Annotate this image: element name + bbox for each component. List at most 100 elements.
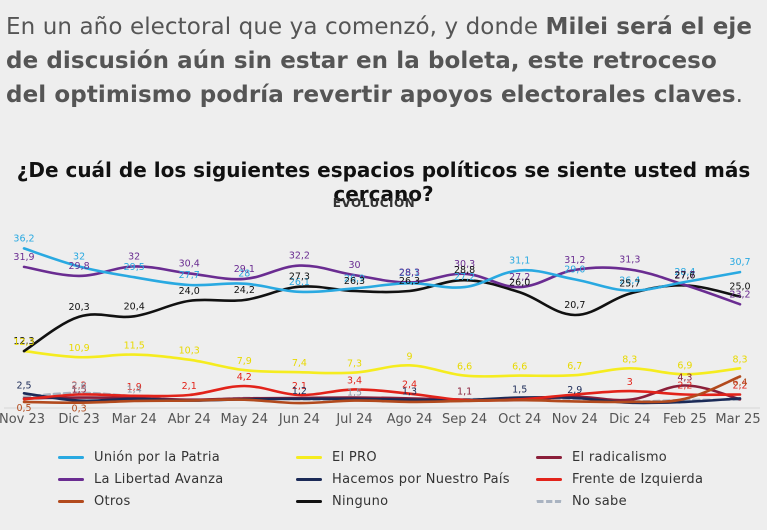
data-label: 2,9 — [567, 385, 582, 396]
x-tick-label: Abr 24 — [168, 412, 211, 427]
data-label: 0,3 — [72, 404, 87, 415]
intro-text-2: . — [735, 82, 744, 108]
x-tick-label: Mar 24 — [112, 412, 157, 427]
series-line-uni-n-por-la-patria — [22, 247, 742, 294]
legend-swatch — [58, 478, 84, 481]
data-label: 20,4 — [124, 301, 145, 312]
data-label: 30,4 — [179, 258, 200, 269]
data-label: 2,6 — [72, 381, 87, 392]
data-label: 12,3 — [13, 336, 34, 347]
data-label: 2,4 — [402, 380, 417, 391]
x-tick-label: Dic 24 — [609, 412, 650, 427]
data-label: 4,2 — [237, 372, 252, 383]
data-label: 31,2 — [564, 255, 585, 266]
data-label: 29,1 — [234, 264, 255, 275]
x-tick-label: Mar 25 — [715, 412, 760, 427]
legend-item-hacemos-por-nuestro-pa-s: Hacemos por Nuestro País — [296, 472, 510, 487]
data-label: 20,3 — [69, 302, 90, 313]
data-label: 28,4 — [674, 267, 695, 278]
data-label: 36,2 — [13, 233, 34, 244]
legend-label: La Libertad Avanza — [94, 472, 224, 487]
x-tick-label: Nov 23 — [0, 412, 45, 427]
series-line-el-pro — [22, 349, 742, 378]
series-line-otros — [22, 375, 742, 405]
x-tick-label: Feb 25 — [663, 412, 707, 427]
legend-label: Ninguno — [332, 494, 389, 509]
data-label: 25,7 — [619, 279, 640, 290]
data-label: 2,1 — [182, 381, 197, 392]
data-label: 2,5 — [16, 380, 31, 391]
legend-swatch — [536, 500, 562, 503]
chart-legend: Unión por la Patria El PRO El radicalismo L… — [0, 440, 767, 510]
data-label: 26,1 — [289, 277, 310, 288]
data-label: 28,1 — [399, 268, 420, 279]
data-label: 29,0 — [564, 264, 585, 275]
data-label: 7,4 — [292, 358, 307, 369]
data-label: 31,3 — [619, 255, 640, 266]
data-label: 1,5 — [347, 388, 362, 399]
data-label: 20,7 — [564, 300, 585, 311]
data-label: 11,5 — [124, 341, 145, 352]
x-tick-label: Jul 24 — [335, 412, 372, 427]
x-tick-label: Jun 24 — [278, 412, 320, 427]
data-label: 28,8 — [454, 265, 475, 276]
data-label: 25,0 — [729, 282, 750, 293]
legend-swatch — [58, 456, 84, 459]
data-label: 1,3 — [402, 387, 417, 398]
data-label: 2,1 — [292, 381, 307, 392]
data-label: 8,3 — [732, 354, 747, 365]
x-tick-label: Sep 24 — [442, 412, 487, 427]
legend-item-frente-de-izquierda: Frente de Izquierda — [536, 472, 703, 487]
legend-item-uni-n-por-la-patria: Unión por la Patria — [58, 450, 220, 465]
intro-text-1: En un año electoral que ya comenzó, y do… — [6, 14, 546, 40]
data-label: 1,2 — [292, 386, 307, 397]
legend-item-no-sabe: No sabe — [536, 494, 627, 509]
data-label: 27,2 — [454, 272, 475, 283]
data-label: 6,9 — [677, 360, 692, 371]
data-label: 2,2 — [732, 381, 747, 392]
data-label: 3 — [627, 377, 633, 388]
data-label: 1,1 — [457, 387, 472, 398]
data-label: 31,9 — [13, 252, 34, 263]
data-label: 30,7 — [729, 257, 750, 268]
series-line-ninguno — [22, 278, 742, 353]
data-label: 24,2 — [234, 285, 255, 296]
x-tick-label: Nov 24 — [552, 412, 598, 427]
legend-item-la-libertad-avanza: La Libertad Avanza — [58, 472, 223, 487]
legend-label: Frente de Izquierda — [572, 472, 704, 487]
legend-swatch — [296, 500, 322, 503]
series-line-frente-de-izquierda — [22, 384, 742, 402]
data-label: 29,8 — [69, 261, 90, 272]
data-label: 24,0 — [179, 286, 200, 297]
legend-swatch — [58, 500, 84, 503]
intro-paragraph: En un año electoral que ya comenzó, y do… — [6, 10, 761, 112]
data-label: 10,9 — [69, 343, 90, 354]
legend-label: Unión por la Patria — [94, 450, 221, 465]
data-label: 9 — [406, 351, 412, 362]
data-label: 27,7 — [674, 270, 695, 281]
data-label: 27,2 — [509, 272, 530, 283]
data-label: 8,3 — [622, 354, 637, 365]
legend-swatch — [296, 456, 322, 459]
data-label: 32 — [128, 252, 140, 263]
data-label: 0,5 — [16, 403, 31, 414]
data-label: 28 — [238, 269, 250, 280]
chart-title: ¿De cuál de los siguientes espacios polí… — [16, 158, 751, 206]
data-label: 29,5 — [124, 262, 145, 273]
data-label: 6,4 — [732, 378, 747, 389]
data-label: 27,3 — [289, 272, 310, 283]
data-label: 1,5 — [512, 385, 527, 396]
data-label: 23,2 — [729, 289, 750, 300]
data-label: 10,3 — [179, 346, 200, 357]
x-tick-label: Oct 24 — [498, 412, 541, 427]
legend-label: Hacemos por Nuestro País — [332, 472, 510, 487]
data-label: 26,3 — [399, 276, 420, 287]
data-label: 6,7 — [567, 361, 582, 372]
data-label: 26,4 — [619, 276, 640, 287]
legend-swatch — [296, 478, 322, 481]
data-label: 1,5 — [72, 385, 87, 396]
data-label: 31,1 — [509, 255, 530, 266]
data-label: 7,3 — [347, 359, 362, 370]
legend-label: El PRO — [332, 450, 377, 465]
